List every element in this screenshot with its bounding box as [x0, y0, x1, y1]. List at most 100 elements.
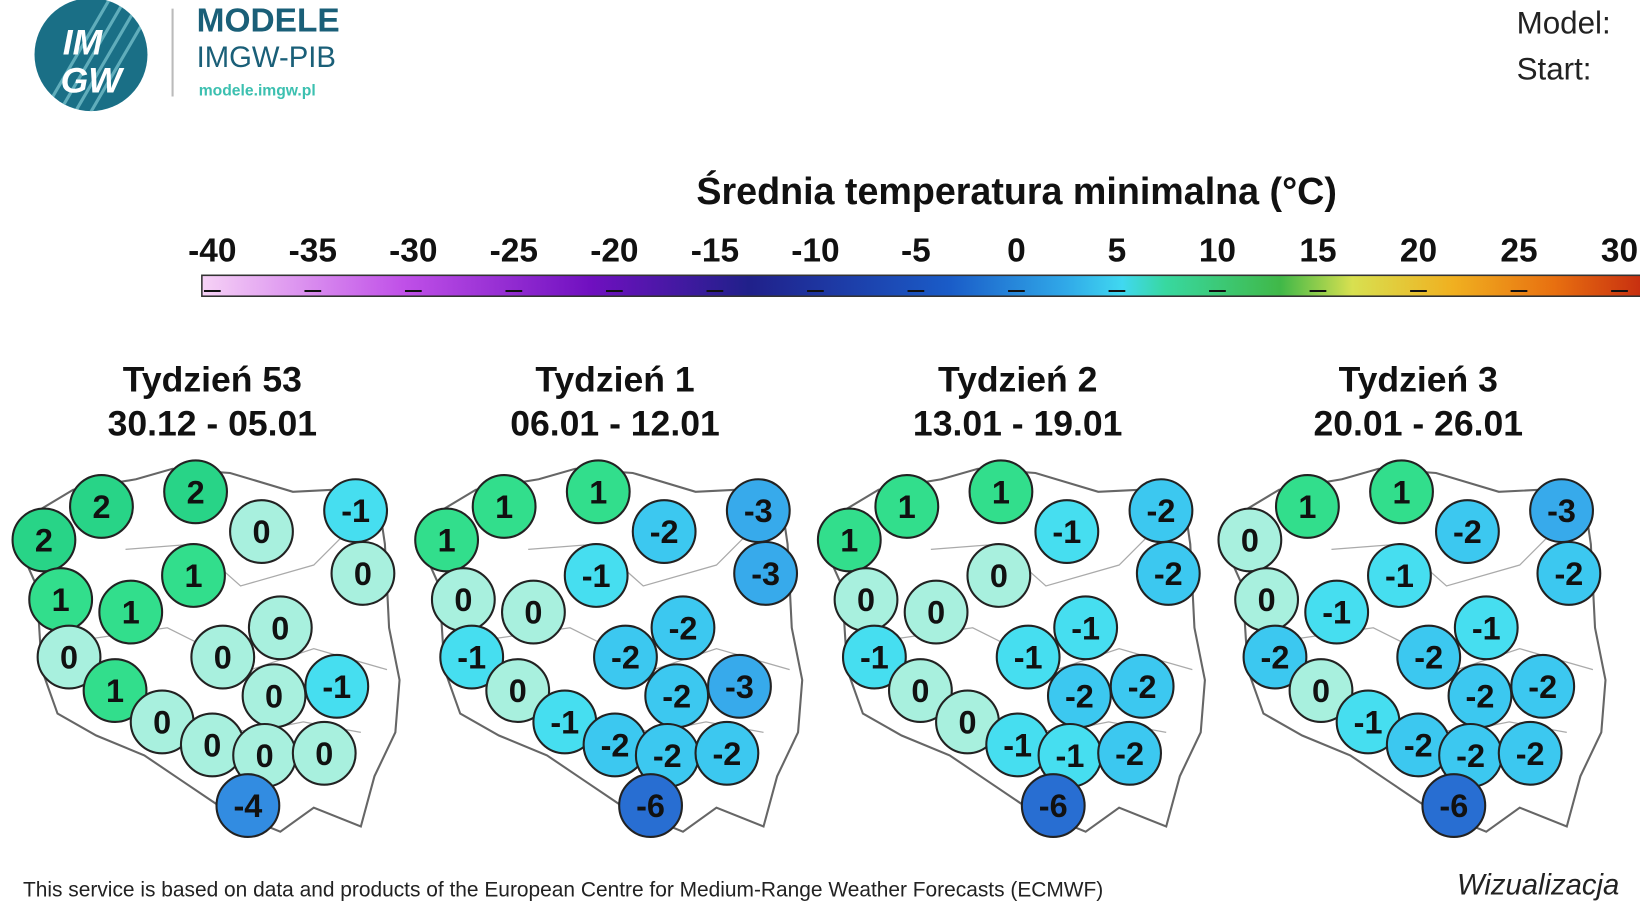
station-value: -1: [1003, 727, 1032, 763]
logo-top: IM: [63, 23, 104, 63]
region-border: [930, 522, 1162, 587]
station-value: -2: [653, 738, 682, 774]
station-value: 0: [509, 673, 527, 709]
week-title: Tydzień 2: [938, 359, 1097, 399]
station-value: 0: [252, 514, 270, 550]
station-value: -1: [1056, 738, 1085, 774]
station-value: 0: [454, 582, 472, 618]
station-value: -2: [1147, 493, 1176, 529]
tick-label: 15: [1299, 233, 1336, 270]
station-marker: [1097, 720, 1163, 786]
station-value: 0: [271, 610, 289, 646]
station-marker: [1020, 773, 1086, 839]
station-marker: [631, 499, 697, 564]
tick-label: -25: [490, 233, 538, 270]
station-value: 1: [438, 522, 456, 558]
station-value: 0: [265, 678, 283, 714]
station-value: 1: [992, 474, 1010, 510]
tick-label: -40: [188, 233, 236, 270]
station-value: -3: [744, 493, 773, 529]
station-marker: [304, 653, 370, 719]
station-value: 1: [1298, 489, 1316, 525]
station-value: 0: [354, 556, 372, 592]
station-value: 0: [60, 640, 78, 676]
station-value: -2: [1466, 678, 1495, 714]
station-marker: [439, 624, 505, 690]
station-marker: [485, 658, 551, 723]
station-value: 0: [911, 673, 929, 709]
station-value: -2: [1456, 738, 1485, 774]
station-value: -3: [1547, 493, 1576, 529]
station-value: 0: [1312, 673, 1330, 709]
station-value: -1: [582, 558, 611, 594]
tick-label: -10: [791, 233, 839, 270]
station-value: 0: [927, 595, 945, 631]
station-marker: [229, 499, 294, 564]
station-marker: [1421, 773, 1487, 839]
station-marker: [694, 720, 760, 786]
legend-title: Średnia temperatura minimalna (°C): [696, 170, 1336, 212]
station-marker: [1053, 595, 1119, 661]
station-marker: [500, 579, 566, 645]
station-value: -4: [233, 788, 262, 824]
station-marker: [1109, 653, 1175, 719]
station-value: -2: [650, 514, 679, 550]
station-marker: [215, 773, 281, 839]
station-marker: [995, 624, 1061, 690]
station-value: -1: [1354, 704, 1383, 740]
station-value: 0: [857, 582, 875, 618]
station-marker: [1396, 624, 1462, 690]
station-value: 0: [958, 704, 976, 740]
tick-label: -20: [590, 233, 638, 270]
station-marker: [163, 459, 229, 525]
station-value: -2: [662, 678, 691, 714]
station-marker: [816, 507, 882, 573]
station-marker: [968, 459, 1034, 525]
station-value: 2: [187, 474, 205, 510]
map-panel: Tydzień 320.01 - 26.01 1 1 0 -2 -3 -2 -1 0 -1 -1 -2…: [1217, 359, 1607, 839]
station-value: 0: [1241, 522, 1259, 558]
station-marker: [190, 624, 256, 690]
region-border: [1331, 522, 1562, 587]
brand: MODELE: [197, 3, 340, 40]
station-value: 0: [990, 558, 1008, 594]
station-marker: [1304, 579, 1370, 645]
tick-label: 5: [1108, 233, 1127, 270]
tick-label: -35: [289, 233, 337, 270]
tick-label: 10: [1199, 233, 1236, 270]
station-value: -2: [1516, 736, 1545, 772]
station-value: 1: [52, 582, 70, 618]
station-value: 0: [153, 704, 171, 740]
station-marker: [1288, 658, 1354, 723]
station-value: 1: [106, 673, 124, 709]
tick-label: 0: [1007, 233, 1026, 270]
station-marker: [1135, 540, 1201, 606]
station-marker: [330, 540, 396, 606]
station-value: 1: [122, 595, 140, 631]
station-value: -1: [1472, 610, 1501, 646]
map-panel: Tydzień 213.01 - 19.011 11 -1-2-200 0 -1-1-1…: [816, 359, 1206, 839]
station-marker: [291, 720, 357, 786]
station-value: -6: [636, 788, 665, 824]
tick-label: 30: [1601, 233, 1638, 270]
region-border: [528, 522, 759, 587]
station-value: -1: [341, 493, 370, 529]
station-marker: [903, 579, 969, 645]
station-marker: [650, 595, 716, 661]
station-value: -1: [1322, 595, 1351, 631]
station-value: -1: [1385, 558, 1414, 594]
start-label: Start:: [1517, 52, 1592, 87]
colorbar-ticks: -40 -35 -30 -25 -20 -15 -10 -5 0 5 10 15 20 25 30: [188, 233, 1638, 293]
station-marker: [69, 474, 134, 539]
station-marker: [1034, 499, 1100, 564]
station-marker: [247, 595, 313, 661]
station-marker: [414, 507, 480, 573]
station-value: 1: [184, 558, 202, 594]
station-value: -1: [1071, 610, 1100, 646]
station-value: 0: [1258, 582, 1276, 618]
station-marker: [841, 624, 907, 690]
station-marker: [966, 543, 1032, 608]
tick-label: 25: [1500, 233, 1537, 270]
